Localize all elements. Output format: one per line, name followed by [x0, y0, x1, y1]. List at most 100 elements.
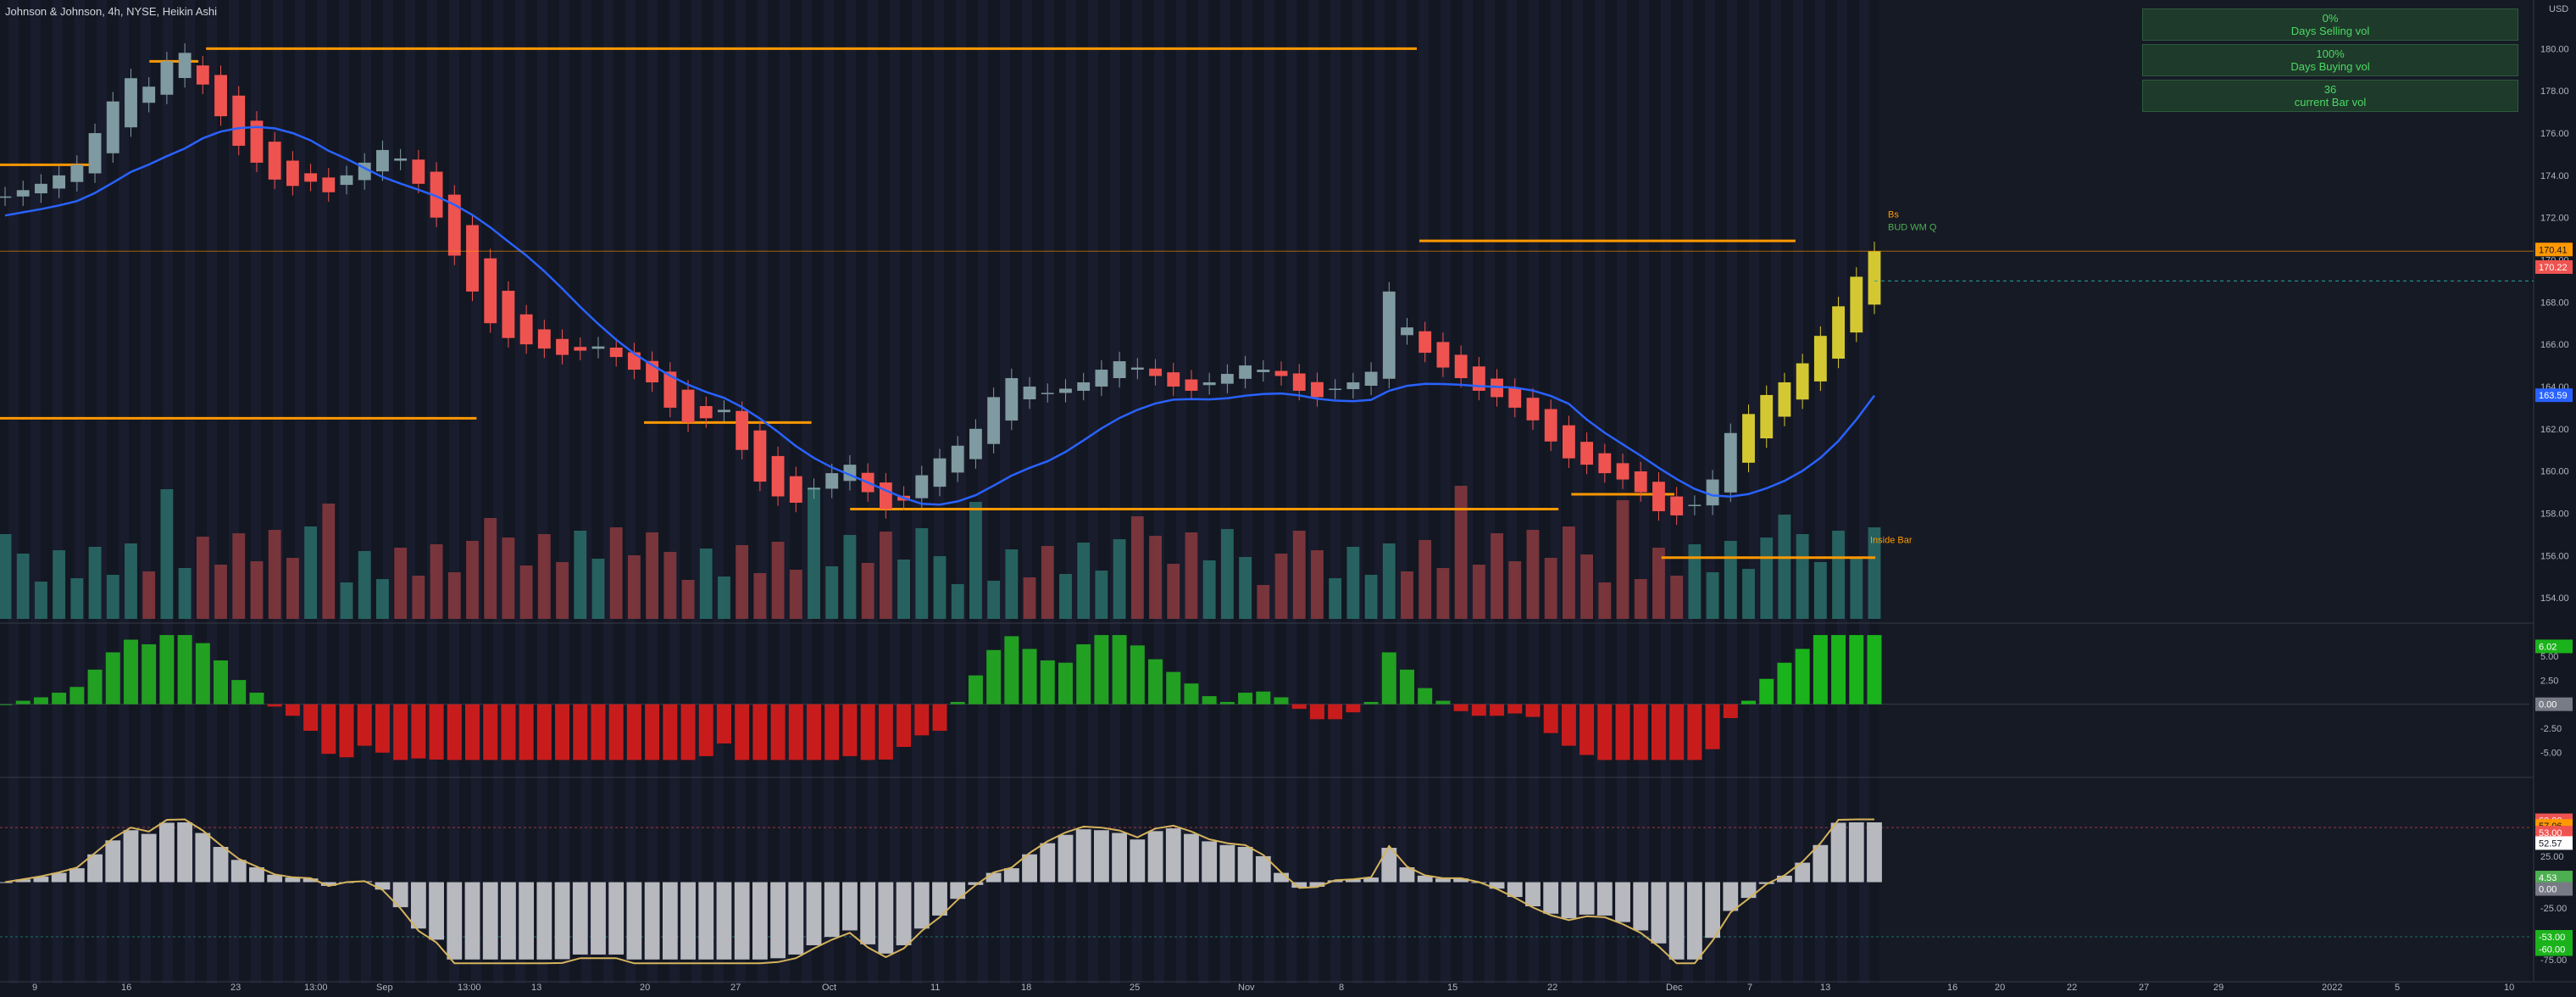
momentum-bar — [1525, 704, 1541, 717]
volume-bar — [1688, 544, 1702, 619]
candle-body — [286, 160, 299, 187]
volume-bar — [1418, 540, 1432, 619]
momentum-bar — [1615, 704, 1630, 760]
price-tick-label: 172.00 — [2540, 214, 2569, 224]
volume-bar — [1598, 582, 1612, 619]
candle-body — [951, 445, 964, 473]
session-stripe — [625, 0, 636, 983]
momentum-bar — [1705, 704, 1720, 749]
volume-bar — [286, 558, 299, 619]
session-stripe — [647, 0, 658, 983]
momentum-bar — [1148, 659, 1163, 705]
momentum-bar — [411, 704, 426, 759]
osc-bar — [950, 882, 966, 900]
candle-body — [1760, 394, 1774, 439]
osc-bar — [1130, 839, 1146, 883]
volume-bar — [519, 565, 533, 619]
volume-bar — [789, 570, 802, 619]
volume-bar — [0, 534, 12, 619]
osc-bar — [213, 846, 229, 883]
session-stripe — [185, 0, 195, 983]
session-stripe — [1463, 0, 1473, 983]
volume-bar — [1778, 515, 1791, 619]
time-tick-label: 13 — [531, 983, 541, 993]
candle-body — [537, 329, 551, 349]
volume-bar — [16, 554, 30, 619]
momentum-bar — [1022, 649, 1037, 705]
session-stripe — [383, 0, 393, 983]
candle-body — [808, 487, 820, 490]
time-tick-label: 7 — [1747, 983, 1752, 993]
osc-value-tag-bg — [2535, 836, 2573, 850]
session-stripe — [1198, 0, 1208, 983]
session-stripe — [251, 0, 261, 983]
osc-tick-label: -25.00 — [2540, 904, 2567, 914]
candle-body — [466, 225, 479, 292]
momentum-bar — [1202, 696, 1217, 705]
volume-bar — [574, 531, 587, 619]
momentum-bar — [1040, 660, 1055, 705]
volume-bar — [1850, 559, 1863, 619]
candle-body — [88, 133, 102, 174]
momentum-bar — [860, 704, 875, 760]
osc-bar — [1345, 879, 1361, 883]
session-stripe — [1132, 0, 1142, 983]
session-stripe — [229, 0, 239, 983]
osc-bar — [860, 882, 876, 944]
osc-bar — [410, 882, 426, 929]
momentum-bar — [1328, 704, 1343, 720]
last-price-tag-bg — [2535, 242, 2573, 257]
session-stripe — [1154, 0, 1164, 983]
momentum-bar — [321, 704, 336, 755]
volume-bar — [1508, 561, 1522, 619]
momentum-bar — [1867, 635, 1882, 705]
session-stripe — [449, 0, 459, 983]
time-tick-label: 16 — [1947, 983, 1957, 993]
session-stripe — [1374, 0, 1385, 983]
osc-bar — [1795, 862, 1811, 883]
session-stripe — [669, 0, 680, 983]
momentum-last-tag-bg — [2535, 639, 2573, 654]
volume-bar — [1220, 529, 1234, 619]
momentum-bar — [788, 704, 803, 760]
momentum-bar — [69, 687, 85, 705]
time-tick-label: 22 — [2067, 983, 2077, 993]
candle-body — [1634, 471, 1647, 493]
osc-bar — [842, 882, 858, 931]
time-tick-label: Oct — [822, 983, 836, 993]
volume-bar — [1292, 531, 1306, 619]
candle-body — [556, 338, 569, 355]
top-label: BUD WM Q — [1888, 223, 1937, 233]
candle-body — [250, 120, 264, 163]
candle-body — [447, 194, 461, 256]
price-tick-label: 176.00 — [2540, 129, 2569, 139]
volume-bar — [1329, 578, 1342, 619]
osc-value-tag-bg — [2535, 942, 2573, 956]
candle-body — [1706, 479, 1719, 506]
time-tick-label: 20 — [1995, 983, 2005, 993]
volume-bar — [1202, 560, 1216, 619]
osc-bar — [158, 822, 175, 883]
session-stripe — [8, 0, 19, 983]
session-stripe — [53, 0, 63, 983]
candle-body — [609, 348, 623, 358]
osc-bar — [1705, 882, 1721, 939]
osc-bar — [1543, 882, 1559, 914]
candle-body — [125, 78, 137, 128]
price-tick-label: 166.00 — [2540, 340, 2569, 350]
candle-body — [663, 371, 677, 408]
candle-body — [322, 177, 336, 192]
time-tick-label: 13:00 — [304, 983, 328, 993]
momentum-bar — [1076, 643, 1091, 705]
volume-bar — [1239, 557, 1252, 619]
volume-bar — [232, 533, 246, 619]
candle-body — [987, 397, 1001, 444]
momentum-bar — [968, 675, 983, 705]
volume-bar — [1059, 574, 1072, 619]
volume-bar — [646, 532, 659, 619]
osc-bar — [1633, 882, 1649, 931]
candle-body — [394, 158, 408, 161]
time-tick-label: 5 — [2395, 983, 2400, 993]
osc-bar — [1758, 882, 1774, 884]
